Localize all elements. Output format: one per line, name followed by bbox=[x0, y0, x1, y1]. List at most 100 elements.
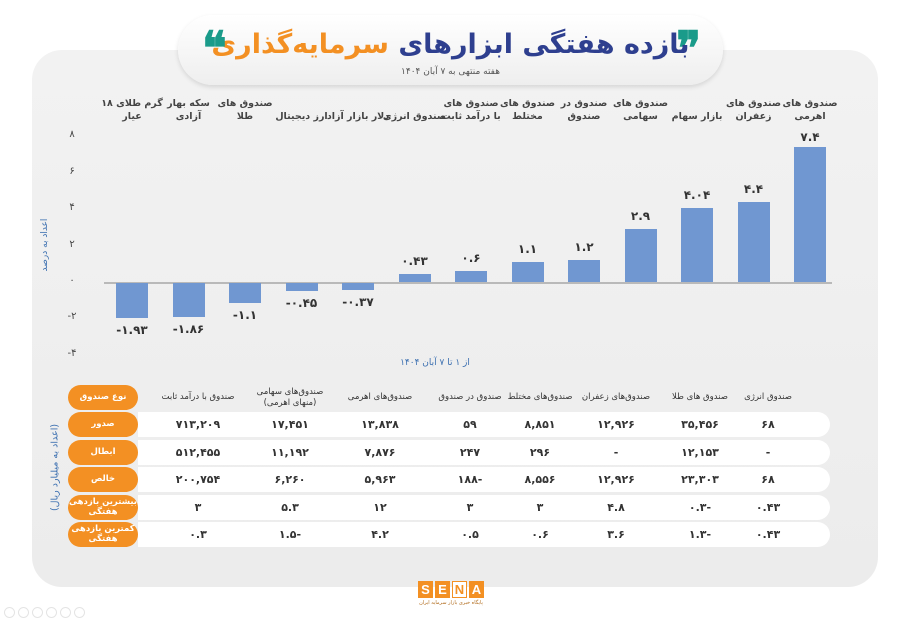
table-row: بیشترین بازدهی هفتگی ۳ ۵.۳ ۱۲ ۳ ۳ ۴.۸ -۰.۳ ۰.۴۳ bbox=[68, 495, 830, 520]
table-cell: ۱۲ bbox=[373, 501, 387, 514]
category-label-line: صندوق های bbox=[612, 98, 669, 109]
logo-letter: S bbox=[418, 581, 433, 598]
table-cell: ۸,۵۵۶ bbox=[524, 473, 556, 486]
bar bbox=[229, 283, 261, 304]
table-cell: ۱۲,۹۲۶ bbox=[597, 473, 635, 486]
table-cell: ۵۹ bbox=[463, 418, 477, 431]
category-label: صندوق های با درآمد ثابت bbox=[438, 97, 504, 123]
pinterest-icon[interactable] bbox=[18, 607, 29, 618]
quote-open-icon: ❞ bbox=[676, 21, 701, 75]
title-banner: ❞ بازده هفتگی ابزارهای سرمایه‌گذاری ❝ هف… bbox=[178, 15, 723, 85]
category-label-line: صندوق در bbox=[560, 98, 608, 109]
zoom-icon[interactable] bbox=[60, 607, 71, 618]
y-tick-label: ۶ bbox=[69, 165, 75, 177]
category-label-line: عیار bbox=[122, 111, 142, 122]
category-label-line: صندوق انرژی bbox=[382, 111, 447, 122]
category-label-line: صندوق های bbox=[499, 98, 556, 109]
edit-icon[interactable] bbox=[32, 607, 43, 618]
category-label: صندوق های طلا bbox=[212, 97, 278, 123]
column-header: صندوق در صندوق bbox=[438, 392, 502, 402]
column-header: صندوق‌های مختلط bbox=[507, 392, 573, 402]
table-row: صدور ۷۱۳,۲۰۹ ۱۷,۴۵۱ ۱۳,۸۳۸ ۵۹ ۸,۸۵۱ ۱۲,۹۲۶ ۳۵,۴… bbox=[68, 412, 830, 437]
row-label-pill: کمترین بازدهی هفتگی bbox=[68, 522, 138, 547]
category-label-line: صندوق bbox=[567, 111, 601, 122]
bar bbox=[342, 283, 374, 290]
table-cell: ۸,۸۵۱ bbox=[524, 418, 556, 431]
category-label-line: با درآمد ثابت bbox=[441, 111, 501, 122]
category-label-line: صندوق های bbox=[443, 98, 499, 109]
table-cell: ۳.۶ bbox=[607, 528, 625, 541]
bar-chart: اعداد به درصد از ۱ تا ۷ آبان ۱۴۰۴ ۸ ۶ ۴ ۲ ۰ -… bbox=[40, 97, 838, 368]
table-row: خالص ۲۰۰,۷۵۴ ۶,۲۶۰ ۵,۹۶۳ -۱۸۸ ۸,۵۵۶ ۱۲,۹۲۶ ۲۳,۳… bbox=[68, 467, 830, 492]
share-icon[interactable] bbox=[4, 607, 15, 618]
y-tick-label: -۲ bbox=[67, 311, 77, 323]
table-cell: ۳ bbox=[194, 501, 202, 514]
y-tick-label: -۴ bbox=[67, 347, 77, 359]
image-toolbar bbox=[4, 607, 85, 618]
row-band bbox=[138, 495, 830, 520]
table-cell: ۱۱,۱۹۲ bbox=[271, 446, 309, 459]
column-header: صندوق‌های اهرمی bbox=[347, 392, 413, 402]
bar-value-label: ۷.۴ bbox=[800, 130, 820, 144]
title-orange-part: سرمایه‌گذاری bbox=[211, 29, 389, 60]
category-label-line: دلار بازار آزاد bbox=[326, 111, 390, 122]
table-cell: ۱۲,۱۵۳ bbox=[681, 446, 719, 459]
column-header: صندوق های طلا bbox=[672, 392, 728, 402]
category-label-line: آزادی bbox=[175, 111, 202, 122]
table-cell: ۶,۲۶۰ bbox=[274, 473, 306, 486]
bar bbox=[794, 147, 826, 282]
bar-value-label: -۱.۱ bbox=[232, 308, 258, 323]
bar-value-label: ۴.۰۴ bbox=[683, 188, 711, 203]
table-cell: ۷,۸۷۶ bbox=[364, 446, 396, 459]
category-label: صندوق در صندوق bbox=[551, 97, 617, 123]
category-label-line: ارز دیجیتال bbox=[275, 111, 328, 122]
logo-letter: N bbox=[452, 581, 467, 598]
bar-value-label: -۱.۹۳ bbox=[116, 323, 148, 338]
category-label: ارز دیجیتال bbox=[269, 97, 335, 123]
y-tick-label: ۸ bbox=[69, 129, 75, 141]
bar bbox=[737, 201, 770, 282]
bar bbox=[511, 261, 544, 282]
bar bbox=[681, 208, 713, 282]
category-label-line: صندوق های bbox=[217, 98, 273, 109]
category-label: دلار بازار آزاد bbox=[325, 97, 391, 123]
table-cell: ۲۰۰,۷۵۴ bbox=[175, 473, 221, 486]
print-icon[interactable] bbox=[46, 607, 57, 618]
bar-value-label: ۰.۶ bbox=[461, 251, 481, 266]
category-label-line: سکه بهار bbox=[167, 98, 210, 109]
table-cell: ۰.۴۳ bbox=[755, 528, 781, 541]
table-cell: ۲۴۷ bbox=[459, 446, 481, 459]
x-axis-label: از ۱ تا ۷ آبان ۱۴۰۴ bbox=[400, 358, 470, 368]
table-cell: - bbox=[765, 446, 771, 459]
bar bbox=[285, 283, 318, 292]
category-label: سکه بهار آزادی bbox=[156, 97, 222, 123]
row-label-pill: صدور bbox=[68, 412, 138, 437]
x-axis-line bbox=[104, 282, 832, 284]
table-cell: ۳ bbox=[466, 501, 474, 514]
fullscreen-icon[interactable] bbox=[74, 607, 85, 618]
row-band bbox=[138, 522, 830, 547]
column-header: صندوق‌های زعفران bbox=[581, 392, 651, 402]
quote-close-icon: ❝ bbox=[202, 21, 227, 75]
table-cell: ۷۱۳,۲۰۹ bbox=[175, 418, 221, 431]
table-cell: ۴.۲ bbox=[371, 528, 389, 541]
y-axis-label: اعداد به درصد bbox=[40, 218, 50, 272]
category-label: صندوق های مختلط bbox=[495, 97, 561, 123]
page-subtitle: هفته منتهی به ۷ آبان ۱۴۰۴ bbox=[401, 67, 500, 77]
table-cell: ۴.۸ bbox=[607, 501, 625, 514]
table-cell: ۲۹۶ bbox=[529, 446, 551, 459]
bar-value-label: ۲.۹ bbox=[630, 209, 651, 224]
table-cell: ۰.۶ bbox=[531, 528, 549, 541]
row-label-pill: نوع صندوق bbox=[68, 385, 138, 410]
bar bbox=[455, 271, 487, 282]
table-cell: ۵۱۲,۴۵۵ bbox=[175, 446, 221, 459]
table-cell: ۰.۵ bbox=[461, 528, 479, 541]
bar-value-label: -۱.۸۶ bbox=[172, 321, 205, 336]
table-cell: -۱.۵ bbox=[278, 528, 302, 541]
category-label-line: صندوق های bbox=[725, 98, 782, 109]
table-cell: ۰.۳ bbox=[189, 528, 207, 541]
column-header: صندوق با درآمد ثابت bbox=[161, 392, 235, 402]
y-tick-label: ۲ bbox=[69, 238, 75, 250]
